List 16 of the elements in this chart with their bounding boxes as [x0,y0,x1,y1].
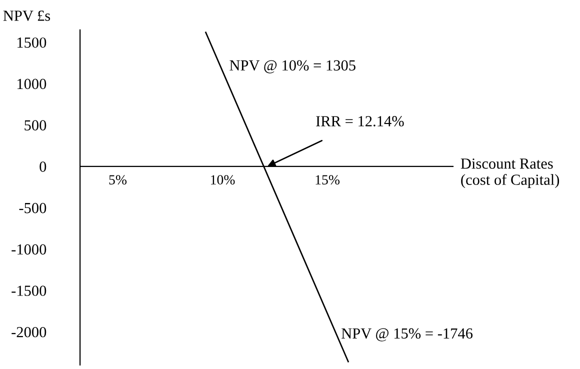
y-tick-label: -1000 [12,244,46,255]
y-tick-label: -2000 [12,326,46,338]
y-axis-title: NPV £s [3,10,50,21]
annotation: NPV @ 15% = -1746 [342,328,473,342]
y-tick-label: -500 [19,202,46,214]
annotation: IRR = 12.14% [316,116,404,126]
annotation: NPV @ 10% = 1305 [230,60,356,74]
y-tick-label: 0 [40,162,46,172]
y-tick-label: 1500 [17,37,46,48]
y-tick-label: 500 [24,120,46,130]
y-tick-label: 1000 [17,78,46,90]
x-tick-label: 15% [316,175,340,185]
y-tick-label: -1500 [12,286,46,296]
x-axis-title: Discount Rates (cost of Capital) [460,158,560,188]
x-tick-label: 5% [109,175,127,185]
x-tick-label: 10% [211,175,235,185]
